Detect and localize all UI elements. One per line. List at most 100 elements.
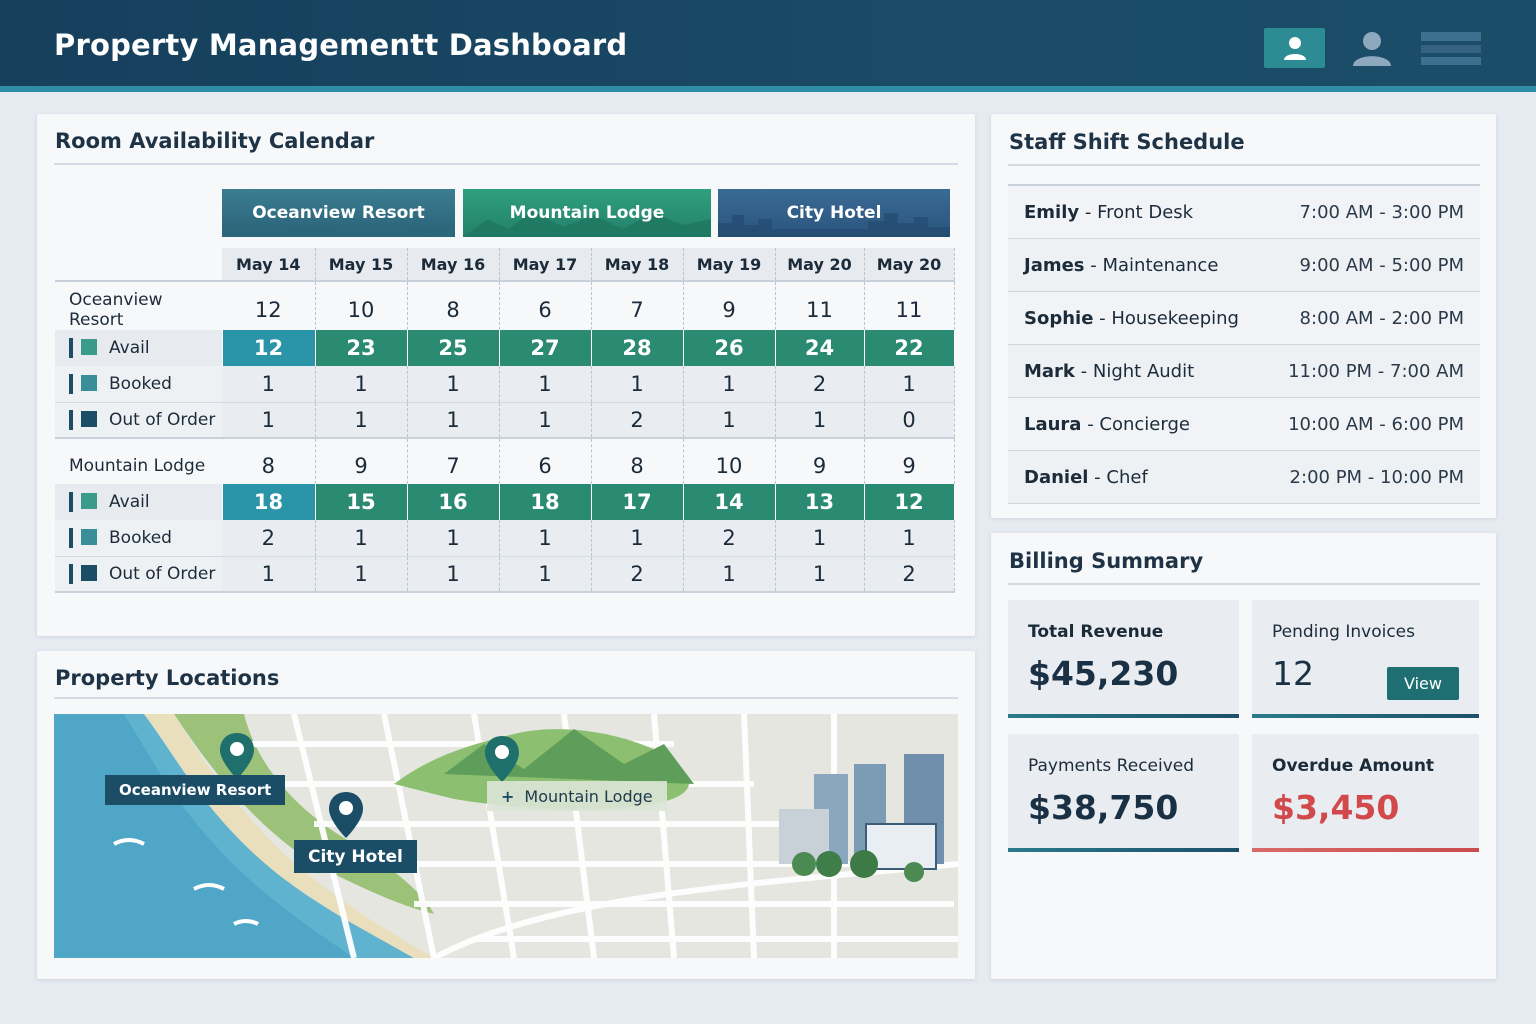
staff-role: Housekeeping — [1111, 307, 1239, 329]
avail-cell[interactable]: 16 — [407, 484, 500, 520]
date-header: May 20 — [864, 248, 955, 282]
property-name: Oceanview Resort — [69, 290, 163, 330]
user-icon — [1353, 32, 1391, 66]
staff-row[interactable]: Emily - Front Desk 7:00 AM - 3:00 PM — [1008, 186, 1480, 239]
tile-accent-bar — [1252, 848, 1479, 852]
total-cell: 10 — [315, 281, 408, 330]
view-invoices-button[interactable]: View — [1387, 667, 1459, 700]
avail-cell[interactable]: 28 — [591, 330, 684, 366]
legend-square — [81, 374, 97, 391]
staff-title: Staff Shift Schedule — [1009, 130, 1245, 154]
avail-cell[interactable]: 23 — [315, 330, 408, 366]
total-cell: 7 — [591, 281, 684, 330]
legend-square — [81, 564, 97, 581]
date-header: May 16 — [407, 248, 500, 282]
avail-cell[interactable]: 15 — [315, 484, 408, 520]
avail-cell[interactable]: 24 — [775, 330, 865, 366]
ooo-cell: 1 — [499, 556, 592, 593]
avail-cell[interactable]: 26 — [683, 330, 776, 366]
row-label: Booked — [109, 373, 172, 394]
total-cell: 11 — [864, 281, 955, 330]
account-button[interactable] — [1344, 28, 1400, 68]
avail-cell[interactable]: 25 — [407, 330, 500, 366]
staff-row[interactable]: Mark - Night Audit 11:00 PM - 7:00 AM — [1008, 345, 1480, 398]
total-cell: 12 — [222, 281, 316, 330]
staff-row[interactable]: James - Maintenance 9:00 AM - 5:00 PM — [1008, 239, 1480, 292]
total-cell: 6 — [499, 438, 592, 484]
property-tab-mountain[interactable]: Mountain Lodge — [463, 189, 711, 237]
total-cell: 8 — [407, 281, 500, 330]
map-pin-oceanview[interactable] — [220, 733, 254, 783]
avail-cell[interactable]: 17 — [591, 484, 684, 520]
staff-name: James — [1024, 254, 1085, 276]
staff-time: 8:00 AM - 2:00 PM — [1299, 307, 1464, 329]
staff-name: Emily — [1024, 201, 1080, 223]
tile-accent-bar — [1252, 714, 1479, 718]
property-tab-oceanview[interactable]: Oceanview Resort — [222, 189, 455, 237]
property-total-row: Oceanview Resort 12 10 8 6 7 9 11 11 — [55, 281, 955, 330]
booked-row: Booked 2 1 1 1 1 2 1 1 — [55, 520, 955, 557]
divider — [1008, 164, 1480, 166]
ooo-cell: 1 — [222, 556, 316, 593]
staff-time: 10:00 AM - 6:00 PM — [1288, 413, 1464, 435]
pending-invoices-value: 12 — [1272, 654, 1314, 693]
map-pin-mountain[interactable] — [485, 736, 519, 786]
map-pin-icon — [329, 792, 363, 838]
map-pin-city[interactable] — [329, 792, 363, 842]
ooo-cell: 1 — [315, 402, 408, 439]
booked-cell: 1 — [315, 520, 408, 557]
tile-label: Overdue Amount — [1272, 756, 1435, 776]
staff-row[interactable]: Sophie - Housekeeping 8:00 AM - 2:00 PM — [1008, 292, 1480, 345]
out-of-order-row: Out of Order 1 1 1 1 2 1 1 0 — [55, 402, 955, 439]
map-label-city[interactable]: City Hotel — [294, 840, 417, 873]
booked-cell: 1 — [315, 366, 408, 403]
header-blank — [55, 248, 222, 282]
avail-cell[interactable]: 22 — [864, 330, 955, 366]
row-label: Avail — [109, 338, 150, 358]
legend-square — [81, 493, 97, 509]
booked-cell: 1 — [407, 520, 500, 557]
divider — [54, 163, 958, 165]
staff-role: Night Audit — [1092, 360, 1195, 382]
avail-row: Avail 18 15 16 18 17 14 13 12 — [55, 484, 955, 520]
avail-cell[interactable]: 18 — [222, 484, 316, 520]
app-title: Property Managementt Dashboard — [54, 28, 628, 62]
total-revenue-tile: Total Revenue $45,230 — [1008, 600, 1239, 718]
out-of-order-label: Out of Order — [55, 402, 222, 439]
overdue-amount-value: $3,450 — [1272, 788, 1400, 827]
tile-label: Total Revenue — [1028, 622, 1164, 642]
menu-button[interactable] — [1420, 28, 1482, 68]
staff-row[interactable]: Laura - Concierge 10:00 AM - 6:00 PM — [1008, 398, 1480, 451]
map-label-oceanview[interactable]: Oceanview Resort — [105, 775, 286, 805]
staff-role: Concierge — [1099, 413, 1190, 435]
staff-person: Laura - Concierge — [1024, 413, 1190, 435]
total-revenue-value: $45,230 — [1028, 654, 1179, 693]
avail-cell[interactable]: 13 — [775, 484, 865, 520]
skyline-icon — [718, 213, 950, 237]
staff-row[interactable]: Daniel - Chef 2:00 PM - 10:00 PM — [1008, 451, 1480, 504]
property-map[interactable]: Oceanview Resort City Hotel + Mountain L… — [54, 714, 958, 958]
ooo-cell: 1 — [775, 402, 865, 439]
avail-cell[interactable]: 12 — [864, 484, 955, 520]
row-label: Out of Order — [109, 409, 216, 430]
avail-cell[interactable]: 18 — [499, 484, 592, 520]
avail-cell[interactable]: 27 — [499, 330, 592, 366]
ooo-cell: 2 — [591, 556, 684, 593]
avail-cell[interactable]: 12 — [222, 330, 316, 366]
booked-cell: 1 — [591, 366, 684, 403]
total-cell: 6 — [499, 281, 592, 330]
out-of-order-row: Out of Order 1 1 1 1 2 1 1 2 — [55, 556, 955, 593]
booked-cell: 2 — [775, 366, 865, 403]
booked-cell: 1 — [499, 366, 592, 403]
profile-button[interactable] — [1264, 28, 1325, 68]
avail-label: Avail — [55, 330, 223, 366]
tile-label: Payments Received — [1028, 756, 1195, 776]
avail-cell[interactable]: 14 — [683, 484, 776, 520]
property-tab-city[interactable]: City Hotel — [718, 189, 950, 237]
map-label-mountain[interactable]: + Mountain Lodge — [487, 781, 667, 811]
booked-cell: 1 — [499, 520, 592, 557]
booked-cell: 1 — [775, 520, 865, 557]
total-cell: 7 — [407, 438, 500, 484]
tile-accent-bar — [1008, 848, 1239, 852]
user-icon — [1283, 37, 1306, 60]
